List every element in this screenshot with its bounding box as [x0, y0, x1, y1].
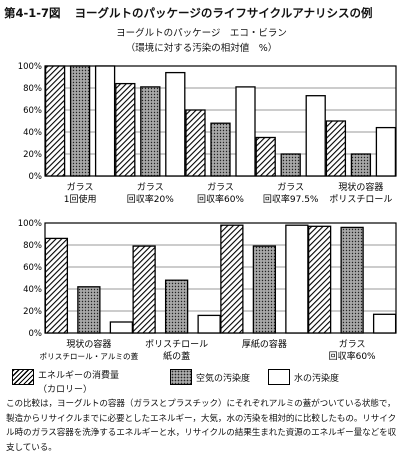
chart-2-category-label: 紙の蓋	[163, 350, 190, 362]
chart-2-bar-energy	[307, 225, 332, 334]
chart-2-y-tick-label: 0%	[29, 329, 43, 339]
chart-1-category-label: ガラス	[137, 182, 164, 193]
chart-1-y-tick-label: 0%	[29, 172, 43, 182]
chart-2-bar-water	[109, 321, 134, 334]
chart-1-bar-air	[69, 65, 91, 177]
chart-subtitle: ヨーグルトのパッケージ エコ・ビラン	[116, 28, 287, 39]
chart-2-bar-air	[340, 226, 364, 334]
chart-1-bar-energy	[44, 65, 66, 177]
legend-energy-unit: （カロリー）	[38, 385, 93, 395]
chart-subtitle-units: （環境に対する汚染の相対値 %）	[125, 43, 278, 54]
figure-number: 第4-1-7図	[4, 6, 61, 20]
chart-1-bar-water	[165, 71, 186, 177]
chart-1-category-label: 回収率60%	[197, 193, 244, 205]
chart-2-category-label: 回収率60%	[329, 350, 376, 362]
chart-2-y-tick-label: 40%	[23, 285, 42, 295]
chart-2-category-label: 現状の容器	[66, 338, 111, 350]
chart-1-category-label: ガラス	[277, 182, 304, 193]
chart-1-bar-water	[235, 86, 256, 177]
chart-1-bar-water	[305, 95, 326, 177]
chart-1-category-label: ガラス	[207, 182, 234, 193]
chart-2-y-tick-label: 20%	[23, 307, 42, 317]
chart-2-y-tick-label: 100%	[18, 219, 42, 229]
chart-1-y-tick-label: 100%	[18, 62, 42, 72]
legend-water-label: 水の汚染度	[294, 374, 340, 384]
chart-2-category-label: ポリスチロール・アルミの蓋	[40, 351, 139, 361]
chart-1-bar-air	[350, 153, 372, 177]
chart-1-bar-water	[375, 126, 397, 177]
figure-caption: この比較は，ヨーグルトの容器（ガラスとプラスチック）にそれぞれアルミの蓋がついて…	[6, 399, 397, 453]
chart-1-y-tick-label: 40%	[23, 128, 42, 138]
bar-charts: 0%20%40%60%80%100%ガラス1回使用ガラス回収率20%ガラス回収率…	[18, 62, 397, 362]
legend-energy-swatch	[12, 369, 34, 385]
legend-water-swatch	[268, 369, 290, 385]
chart-2-bar-energy	[132, 245, 156, 334]
legend: エネルギーの消費量 （カロリー） 空気の汚染度 水の汚染度	[0, 368, 403, 398]
chart-1-category-label: 1回使用	[64, 193, 97, 205]
chart-1-category-label: 回収率97.5%	[263, 193, 319, 205]
chart-2-bar-energy	[220, 224, 244, 334]
chart-1-bar-air	[280, 153, 301, 177]
legend-energy-label: エネルギーの消費量	[38, 371, 120, 381]
chart-2-bar-water	[285, 224, 309, 334]
chart-2-bar-energy	[44, 237, 69, 334]
chart-2-category-label: 厚紙の容器	[242, 338, 287, 350]
chart-1-bar-water	[94, 65, 116, 177]
chart-1-bar-air	[210, 122, 231, 177]
chart-1-y-tick-label: 20%	[23, 150, 42, 160]
chart-1-bar-energy	[115, 82, 136, 177]
chart-1-bar-energy	[325, 120, 347, 177]
chart-1-category-label: 回収率20%	[127, 193, 174, 205]
chart-1-bar-air	[140, 86, 161, 177]
chart-2-bar-water	[372, 313, 397, 334]
chart-1-bar-energy	[185, 109, 206, 177]
chart-2-category-label: ポリスチロール	[145, 339, 208, 350]
chart-1-y-tick-label: 80%	[23, 84, 42, 94]
chart-1-y-tick-label: 60%	[23, 106, 42, 116]
chart-2-bar-air	[77, 286, 101, 334]
legend-air-label: 空気の汚染度	[196, 374, 251, 384]
chart-2-bar-air	[252, 245, 277, 334]
chart-2-y-tick-label: 60%	[23, 263, 42, 273]
chart-2-category-label: ガラス	[339, 339, 366, 350]
chart-1-category-label: ポリスチロール	[329, 194, 392, 205]
chart-1-bar-energy	[255, 136, 276, 177]
chart-2-bar-air	[164, 279, 189, 334]
chart-2-y-tick-label: 80%	[23, 241, 42, 251]
chart-1-category-label: 現状の容器	[338, 181, 383, 193]
figure-title-text: ヨーグルトのパッケージのライフサイクルアナリシスの例	[74, 6, 373, 20]
chart-1-category-label: ガラス	[67, 182, 94, 193]
legend-air-swatch	[170, 369, 192, 385]
figure-title: 第4-1-7図 ヨーグルトのパッケージのライフサイクルアナリシスの例	[4, 5, 373, 21]
chart-2-bar-water	[197, 314, 221, 334]
